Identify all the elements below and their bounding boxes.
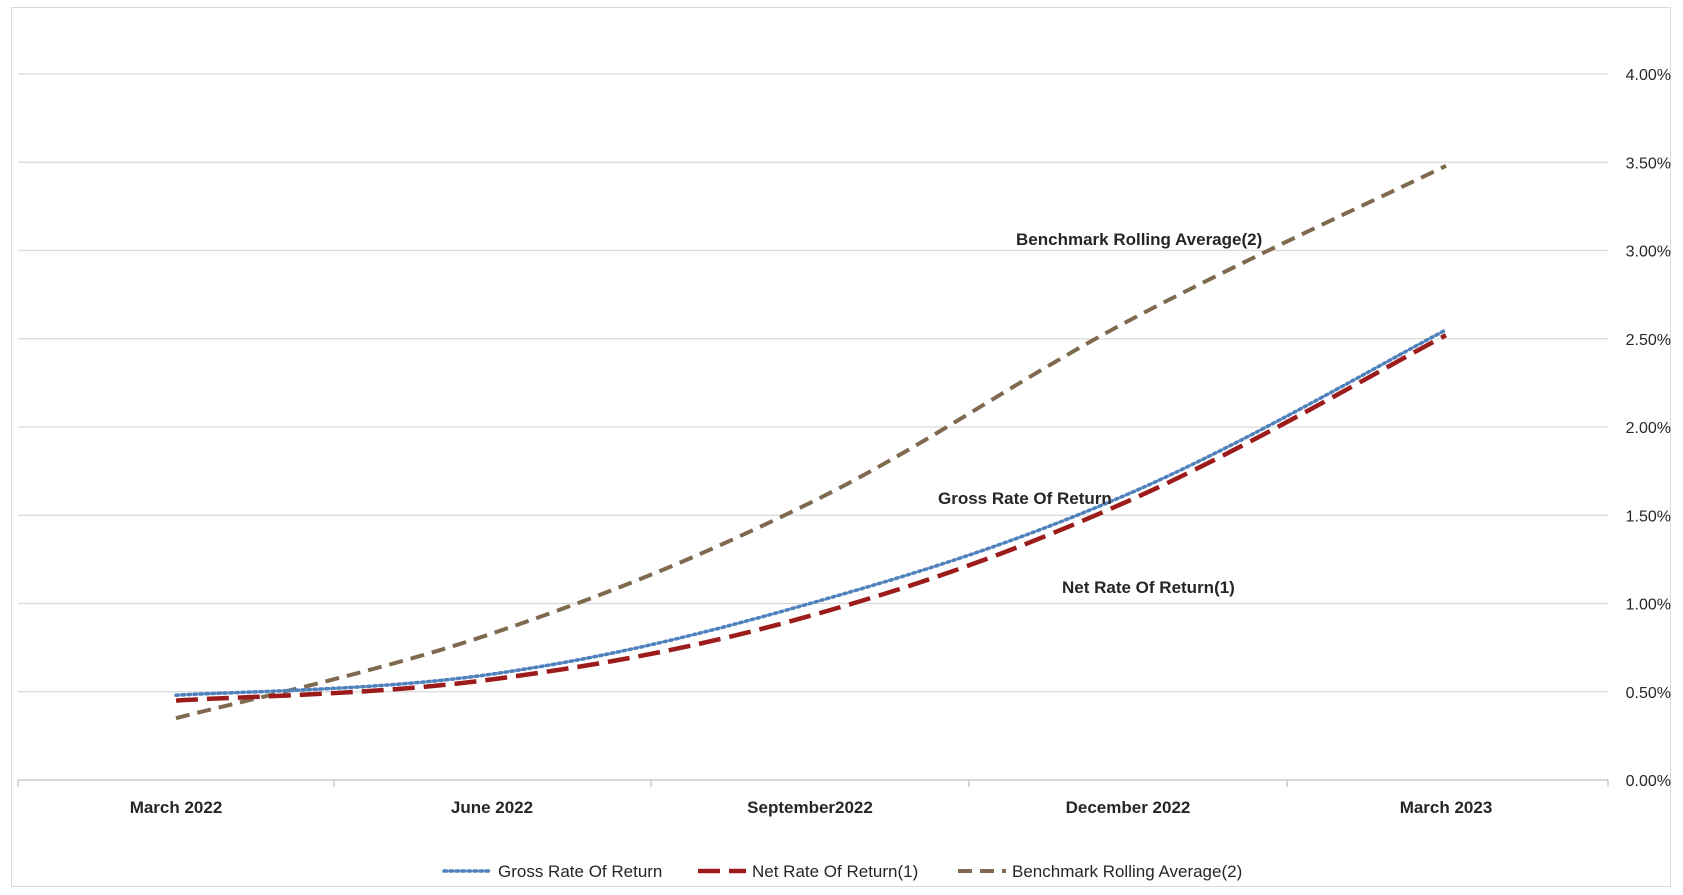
- legend-item: Gross Rate Of Return: [442, 862, 662, 881]
- legend: Gross Rate Of Return Net Rate Of Return(1…: [442, 862, 1242, 881]
- series-line-gross: [174, 328, 1448, 698]
- y-tick-label: 0.50%: [1626, 685, 1671, 702]
- gridlines: [18, 73, 1608, 693]
- x-tick-label: March 2022: [130, 798, 223, 817]
- y-axis: 0.00% 0.50% 1.00% 1.50% 2.00% 2.50% 3.00% 3.50%…: [1626, 67, 1671, 790]
- x-tick-label: March 2023: [1400, 798, 1493, 817]
- annotations: Gross Rate Of Return Net Rate Of Return(1…: [938, 230, 1262, 597]
- legend-label: Net Rate Of Return(1): [752, 862, 918, 881]
- x-tick-label: September2022: [747, 798, 873, 817]
- series-line-net: [175, 333, 1448, 703]
- series-annotation: Gross Rate Of Return: [938, 489, 1112, 508]
- y-tick-label: 0.00%: [1626, 773, 1671, 790]
- legend-item: Benchmark Rolling Average(2): [958, 862, 1242, 881]
- series-lines: [174, 163, 1448, 721]
- series-annotation: Benchmark Rolling Average(2): [1016, 230, 1262, 249]
- y-tick-label: 1.50%: [1626, 508, 1671, 525]
- y-tick-label: 1.00%: [1626, 597, 1671, 614]
- chart-frame: [11, 7, 1671, 887]
- x-tick-labels: March 2022 June 2022 September2022 December…: [130, 798, 1493, 817]
- y-tick-label: 3.50%: [1626, 155, 1671, 172]
- y-tick-label: 2.00%: [1626, 420, 1671, 437]
- x-axis: [17, 779, 1609, 787]
- series-annotation: Net Rate Of Return(1): [1062, 578, 1235, 597]
- y-tick-label: 4.00%: [1626, 67, 1671, 84]
- legend-label: Gross Rate Of Return: [498, 862, 662, 881]
- y-tick-label: 2.50%: [1626, 332, 1671, 349]
- legend-label: Benchmark Rolling Average(2): [1012, 862, 1242, 881]
- x-tick-label: June 2022: [451, 798, 533, 817]
- legend-item: Net Rate Of Return(1): [698, 862, 918, 881]
- series-line-benchmark: [175, 163, 1447, 721]
- y-tick-label: 3.00%: [1626, 244, 1671, 261]
- x-tick-label: December 2022: [1066, 798, 1191, 817]
